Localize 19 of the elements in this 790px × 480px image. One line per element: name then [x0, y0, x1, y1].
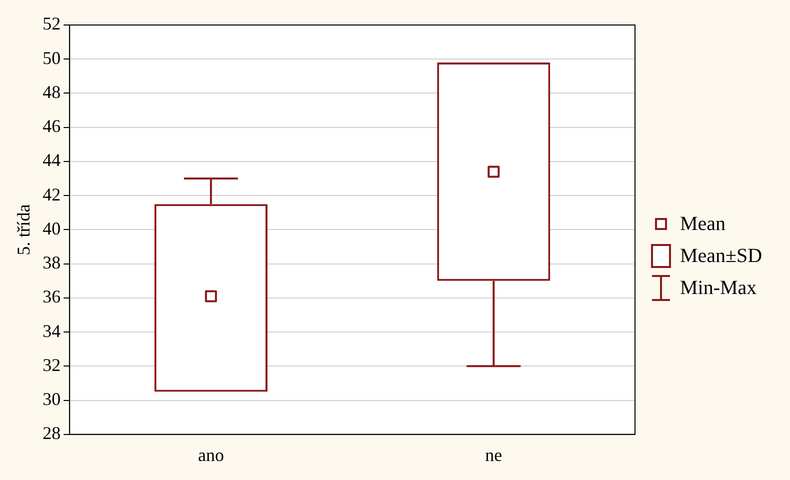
text: Min-Max — [680, 276, 757, 300]
y-tick-label: 36 — [42, 286, 61, 307]
y-tick-label: 46 — [42, 116, 61, 136]
y-tick-label: 42 — [42, 184, 61, 204]
y-tick-label: 28 — [42, 423, 61, 444]
text: Mean±SD — [680, 244, 762, 268]
y-tick-label: 34 — [42, 320, 61, 341]
y-tick-label: 38 — [42, 252, 61, 273]
y-tick-label: 40 — [42, 218, 61, 238]
y-tick-label: 48 — [42, 82, 61, 102]
y-axis-title: 5. třída — [14, 204, 34, 256]
y-tick-label: 30 — [42, 389, 61, 410]
y-tick-label: 32 — [42, 354, 61, 375]
text: Mean — [680, 212, 726, 236]
x-tick-label: ano — [198, 444, 224, 465]
y-tick-label: 52 — [42, 14, 61, 34]
y-tick-label: 50 — [42, 48, 61, 68]
y-tick-label: 44 — [42, 150, 61, 170]
x-tick-label: ne — [485, 444, 502, 465]
